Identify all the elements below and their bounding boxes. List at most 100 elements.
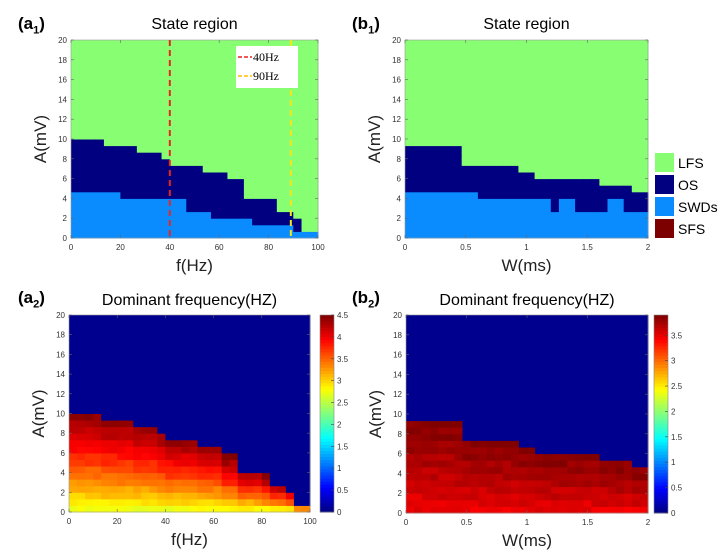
heat-cell — [189, 315, 199, 323]
cell-lfs — [309, 99, 319, 107]
cell-lfs — [136, 125, 146, 133]
heat-cell — [438, 473, 447, 481]
heat-cell — [551, 400, 560, 408]
cell-lfs — [276, 86, 286, 94]
colorbar-segment — [654, 438, 668, 443]
cell-lfs — [510, 145, 519, 153]
heat-cell — [631, 361, 641, 369]
heat-cell — [189, 360, 199, 369]
heat-cell — [559, 447, 568, 455]
heat-cell — [149, 393, 158, 401]
heat-cell — [301, 334, 311, 342]
cell-os — [469, 178, 479, 186]
heat-cell — [77, 360, 86, 369]
cell-lfs — [145, 132, 154, 140]
cell-os — [583, 191, 592, 199]
heat-cell — [101, 452, 110, 460]
heat-cell — [77, 446, 86, 454]
heat-cell — [510, 321, 520, 329]
heat-cell — [133, 347, 142, 355]
legend-swatch-sfs — [655, 219, 674, 238]
heat-cell — [133, 472, 142, 480]
cell-lfs — [413, 92, 422, 100]
heat-cell — [245, 347, 255, 355]
heat-cell — [510, 387, 520, 395]
cell-lfs — [112, 125, 121, 133]
y-tick-label: 16 — [56, 350, 65, 359]
heat-cell — [470, 486, 480, 494]
cell-lfs — [145, 125, 154, 133]
cell-lfs — [219, 59, 228, 67]
cell-lfs — [219, 165, 228, 173]
cell-lfs — [285, 106, 294, 114]
heat-cell — [301, 420, 311, 428]
cell-os — [437, 185, 446, 193]
heat-cell — [125, 367, 134, 375]
heat-cell — [117, 328, 126, 336]
cell-lfs — [405, 119, 414, 127]
heat-cell — [205, 466, 215, 474]
heat-cell — [486, 486, 496, 494]
heat-cell — [510, 374, 520, 382]
y-tick-label: 14 — [393, 370, 402, 379]
cell-lfs — [169, 79, 179, 87]
cell-swds — [469, 211, 479, 219]
cell-lfs — [71, 86, 80, 94]
heat-cell — [591, 433, 601, 441]
cell-os — [153, 172, 163, 180]
heat-cell — [599, 354, 609, 362]
heat-cell — [133, 439, 142, 447]
heat-cell — [462, 387, 472, 395]
cell-swds — [477, 198, 487, 206]
cell-lfs — [194, 66, 204, 74]
cell-lfs — [79, 86, 88, 94]
heat-cell — [149, 479, 158, 487]
cell-lfs — [477, 158, 487, 166]
heat-cell — [478, 334, 488, 342]
cell-swds — [510, 211, 519, 219]
colorbar-segment — [320, 333, 334, 338]
heat-cell — [535, 387, 544, 395]
heat-cell — [285, 498, 295, 506]
cell-os — [136, 185, 146, 193]
cell-os — [112, 158, 121, 166]
cell-lfs — [469, 92, 479, 100]
heat-cell — [293, 420, 303, 428]
heat-cell — [269, 321, 279, 329]
heat-cell — [527, 440, 536, 448]
heat-cell — [567, 447, 576, 455]
heat-cell — [470, 400, 480, 408]
heat-cell — [173, 321, 182, 329]
heat-cell — [301, 479, 311, 487]
cell-lfs — [437, 86, 446, 94]
heat-cell — [181, 334, 190, 342]
heat-cell — [599, 407, 609, 415]
heat-cell — [559, 348, 568, 356]
cell-lfs — [169, 40, 179, 48]
cell-lfs — [583, 92, 592, 100]
heat-cell — [109, 374, 118, 382]
heat-cell — [446, 433, 455, 441]
cell-os — [477, 165, 487, 173]
cell-lfs — [469, 79, 479, 87]
heat-cell — [229, 426, 239, 434]
heat-cell — [462, 394, 472, 402]
cell-lfs — [542, 79, 552, 87]
cell-swds — [453, 218, 463, 226]
cell-os — [87, 139, 97, 147]
colorbar-segment — [320, 342, 334, 347]
cell-lfs — [631, 86, 641, 94]
heat-cell — [575, 341, 584, 349]
heat-cell — [406, 381, 415, 389]
heat-cell — [591, 427, 601, 435]
cell-os — [71, 165, 80, 173]
cell-lfs — [510, 119, 519, 127]
heat-cell — [269, 446, 279, 454]
heat-cell — [149, 452, 158, 460]
heat-cell — [165, 498, 174, 506]
heat-cell — [591, 460, 601, 468]
cell-swds — [615, 224, 625, 232]
cell-lfs — [227, 86, 237, 94]
y-tick-label: 16 — [58, 76, 67, 85]
cell-lfs — [112, 46, 121, 54]
